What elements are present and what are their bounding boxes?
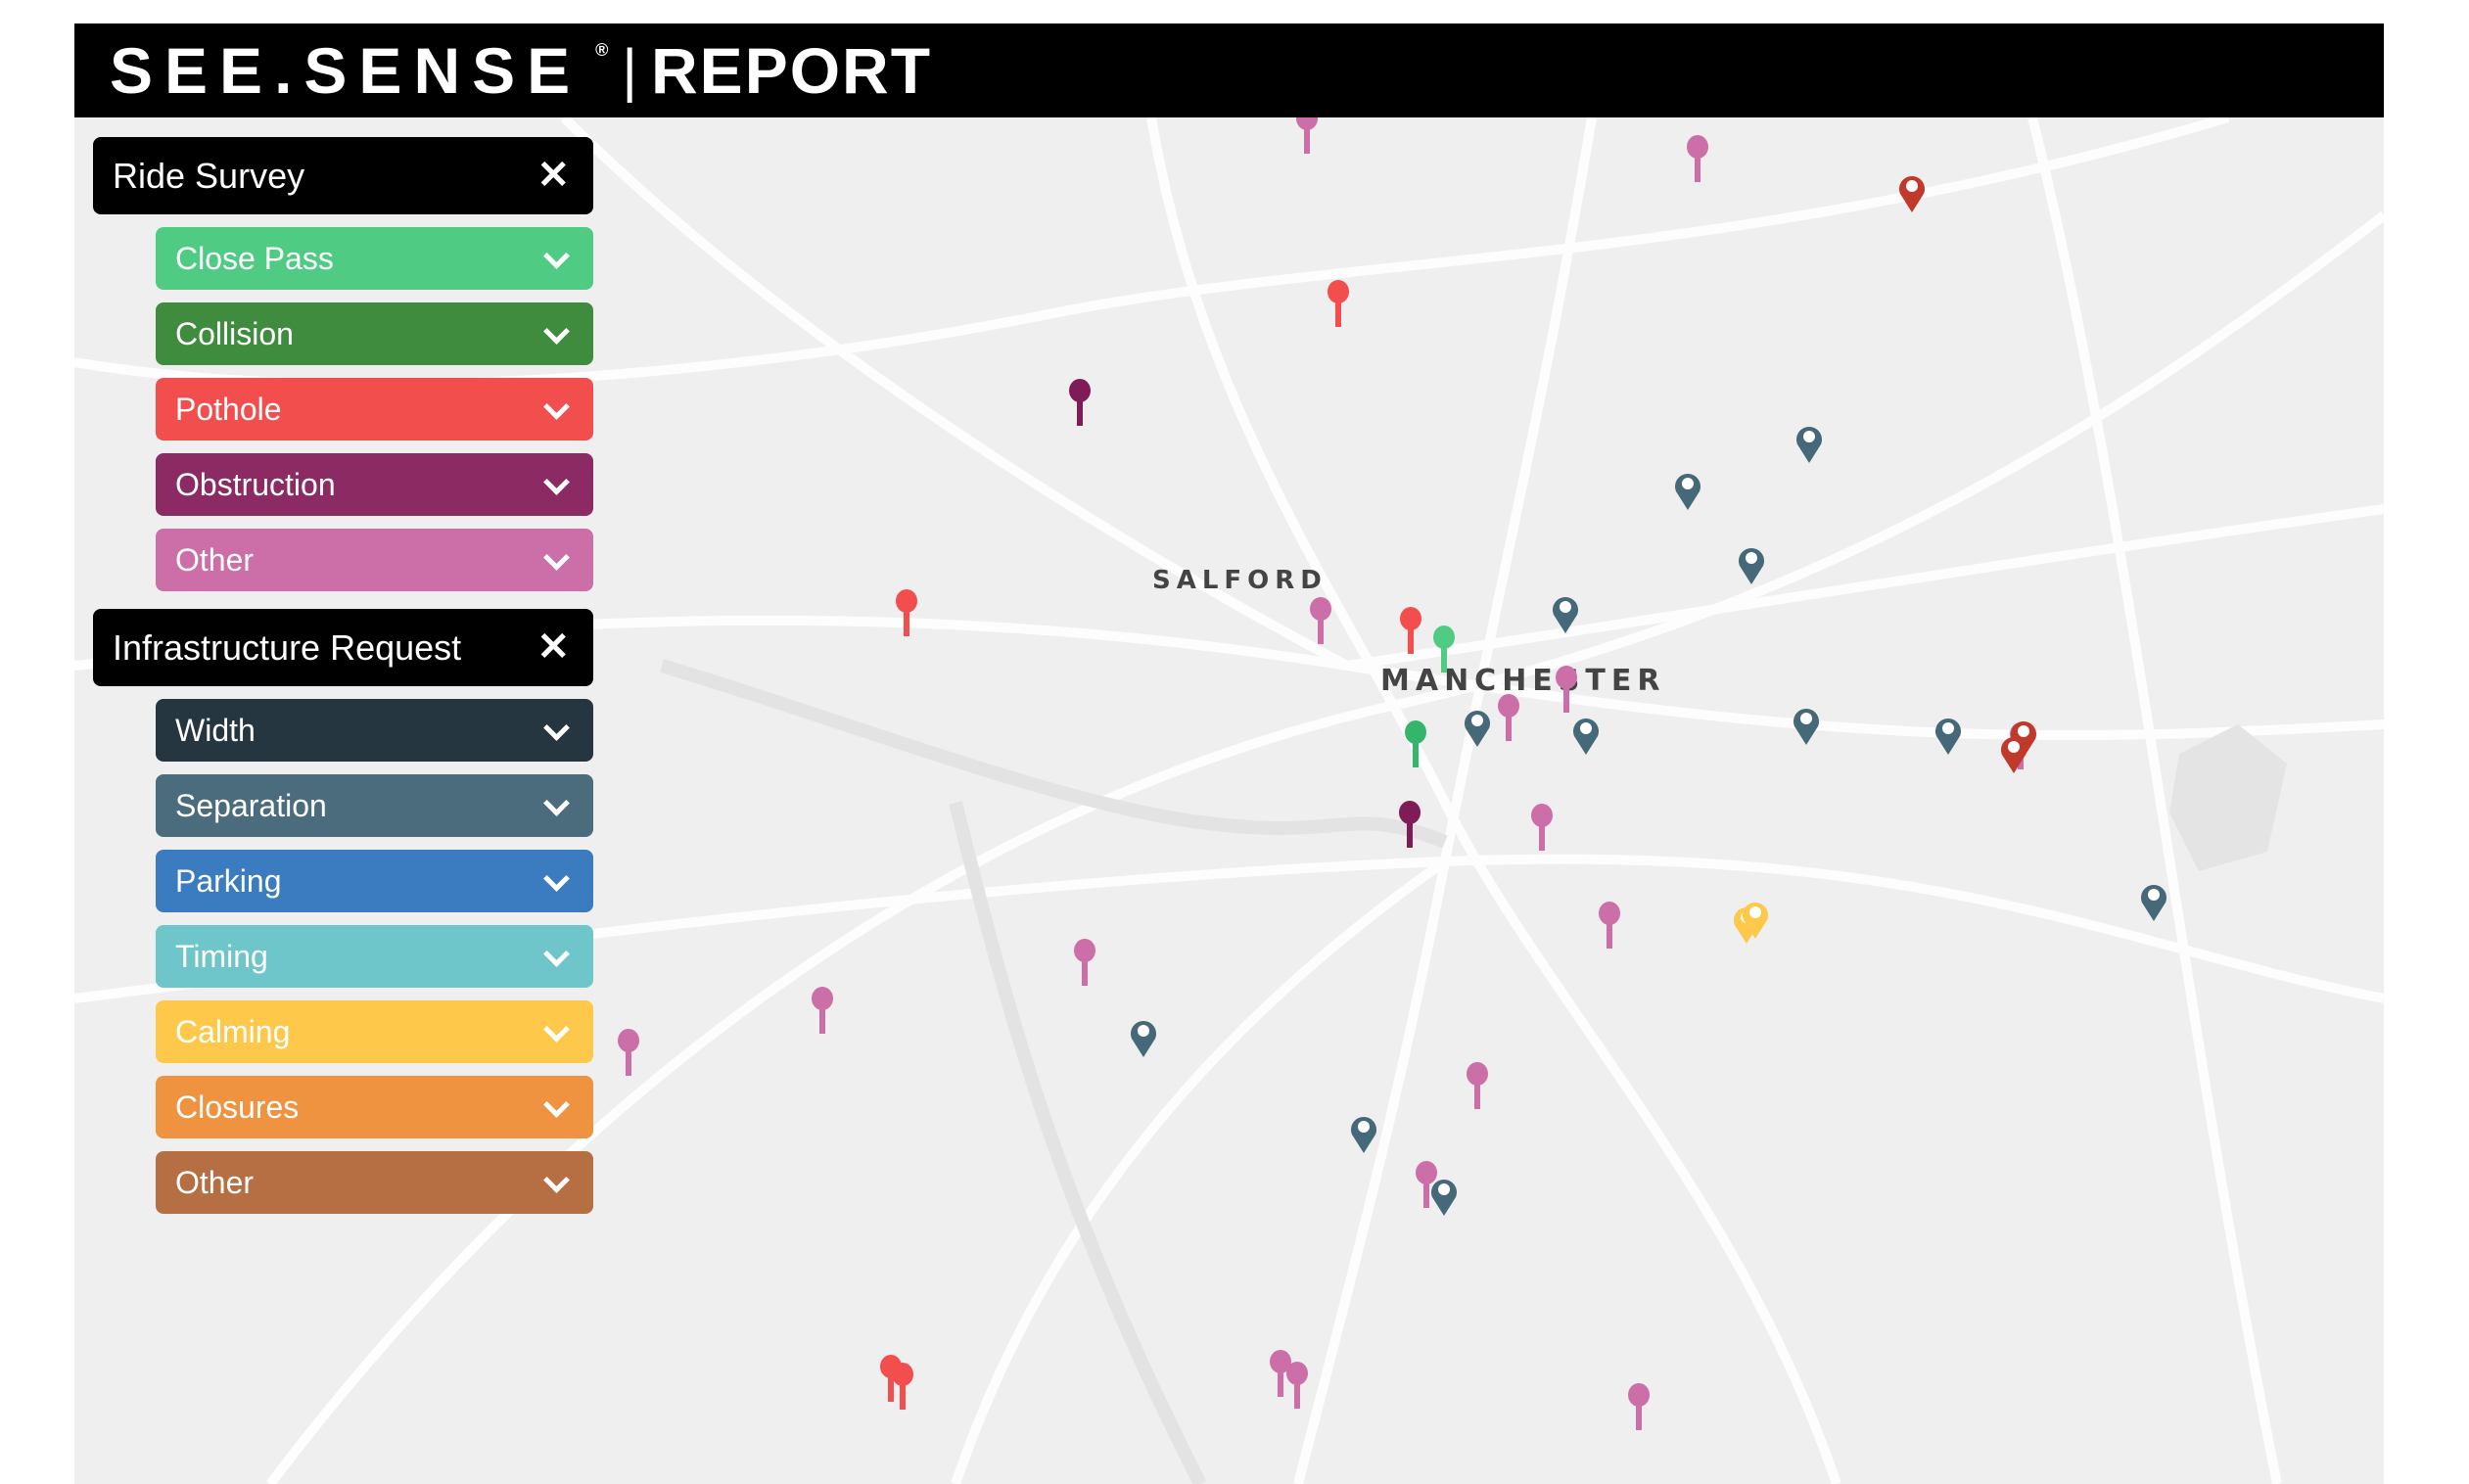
infrastructure-panel: Infrastructure Request ✕ Width Separation… — [93, 609, 593, 1214]
chevron-down-icon — [543, 715, 570, 741]
close-icon[interactable]: ✕ — [536, 626, 570, 669]
filter-other-infra[interactable]: Other — [156, 1151, 593, 1214]
chevron-down-icon — [543, 544, 570, 571]
filter-pothole[interactable]: Pothole — [156, 378, 593, 441]
report-pin-other[interactable] — [1598, 901, 1621, 951]
logo-brand: SEE.SENSE — [110, 34, 582, 107]
infrastructure-title: Infrastructure Request — [113, 627, 462, 668]
infrastructure-marker-separation[interactable] — [1551, 593, 1580, 634]
infrastructure-marker-separation[interactable] — [2139, 881, 2168, 922]
report-pin-pothole[interactable] — [891, 1363, 914, 1412]
report-pin-other[interactable] — [1497, 693, 1520, 743]
infrastructure-marker-separation[interactable] — [1792, 705, 1821, 746]
filter-width[interactable]: Width — [156, 699, 593, 762]
chevron-down-icon — [543, 1091, 570, 1118]
infrastructure-marker-separation[interactable] — [1463, 707, 1492, 748]
infrastructure-marker-infra-red[interactable] — [2009, 718, 2038, 759]
infrastructure-marker-infra-red[interactable] — [1999, 733, 2028, 774]
report-pin-other[interactable] — [1627, 1383, 1651, 1432]
ride-survey-title: Ride Survey — [113, 156, 305, 196]
infrastructure-marker-calming[interactable] — [1741, 899, 1770, 940]
chevron-down-icon — [543, 469, 570, 495]
ride-survey-header[interactable]: Ride Survey ✕ — [93, 137, 593, 214]
app-header: SEE.SENSE ® | REPORT — [74, 23, 2384, 117]
logo-separator: | — [622, 37, 638, 103]
report-pin-other[interactable] — [1415, 1161, 1438, 1210]
report-pin-other[interactable] — [1466, 1061, 1489, 1111]
report-pin-other[interactable] — [1555, 665, 1578, 715]
report-pin-other[interactable] — [1686, 134, 1709, 184]
filter-calming[interactable]: Calming — [156, 1000, 593, 1063]
chevron-down-icon — [543, 1016, 570, 1043]
infrastructure-marker-separation[interactable] — [1571, 715, 1601, 756]
report-pin-obstruction[interactable] — [1398, 800, 1421, 850]
infrastructure-marker-separation[interactable] — [1349, 1113, 1378, 1154]
infrastructure-marker-separation[interactable] — [1737, 544, 1766, 585]
infrastructure-marker-separation[interactable] — [1933, 715, 1963, 756]
map-label-salford: SALFORD — [1152, 566, 1328, 595]
chevron-down-icon — [543, 941, 570, 967]
report-pin-pothole[interactable] — [1327, 279, 1350, 329]
report-pin-pothole[interactable] — [895, 589, 918, 638]
infrastructure-marker-separation[interactable] — [1129, 1017, 1158, 1058]
filter-parking[interactable]: Parking — [156, 850, 593, 912]
filter-close-pass[interactable]: Close Pass — [156, 227, 593, 290]
ride-survey-panel: Ride Survey ✕ Close Pass Collision Pothol… — [93, 137, 593, 591]
chevron-down-icon — [543, 243, 570, 269]
report-pin-close-pass[interactable] — [1432, 626, 1456, 674]
infrastructure-marker-separation[interactable] — [1794, 423, 1824, 464]
infrastructure-marker-separation[interactable] — [1673, 470, 1702, 511]
filter-separation[interactable]: Separation — [156, 774, 593, 837]
report-pin-pothole[interactable] — [1399, 607, 1422, 656]
chevron-down-icon — [543, 1167, 570, 1193]
report-pin-other[interactable] — [1073, 939, 1096, 988]
filter-obstruction[interactable]: Obstruction — [156, 453, 593, 516]
chevron-down-icon — [543, 394, 570, 420]
report-pin-other[interactable] — [1530, 804, 1554, 853]
report-pin-other[interactable] — [617, 1029, 640, 1078]
report-pin-other[interactable] — [811, 986, 834, 1036]
infrastructure-marker-infra-red[interactable] — [1897, 172, 1927, 213]
infrastructure-marker-separation[interactable] — [1429, 1176, 1459, 1217]
filter-other-ride[interactable]: Other — [156, 529, 593, 591]
chevron-down-icon — [543, 318, 570, 345]
report-pin-collision[interactable] — [1404, 719, 1427, 769]
map-label-manchester: MANCHESTER — [1380, 664, 1666, 698]
filter-collision[interactable]: Collision — [156, 302, 593, 365]
filter-timing[interactable]: Timing — [156, 925, 593, 988]
report-pin-other[interactable] — [1295, 117, 1319, 156]
logo-product: REPORT — [651, 34, 933, 107]
chevron-down-icon — [543, 790, 570, 816]
logo-registered-mark: ® — [595, 40, 609, 60]
report-pin-other[interactable] — [1269, 1350, 1292, 1399]
park-area — [2169, 724, 2287, 871]
report-pin-other[interactable] — [1285, 1361, 1309, 1411]
chevron-down-icon — [543, 865, 570, 892]
filter-closures[interactable]: Closures — [156, 1076, 593, 1138]
report-pin-other[interactable] — [1309, 597, 1332, 646]
report-pin-obstruction[interactable] — [1068, 378, 1092, 428]
infrastructure-header[interactable]: Infrastructure Request ✕ — [93, 609, 593, 686]
close-icon[interactable]: ✕ — [536, 154, 570, 197]
see-sense-logo: SEE.SENSE ® | REPORT — [110, 23, 932, 117]
